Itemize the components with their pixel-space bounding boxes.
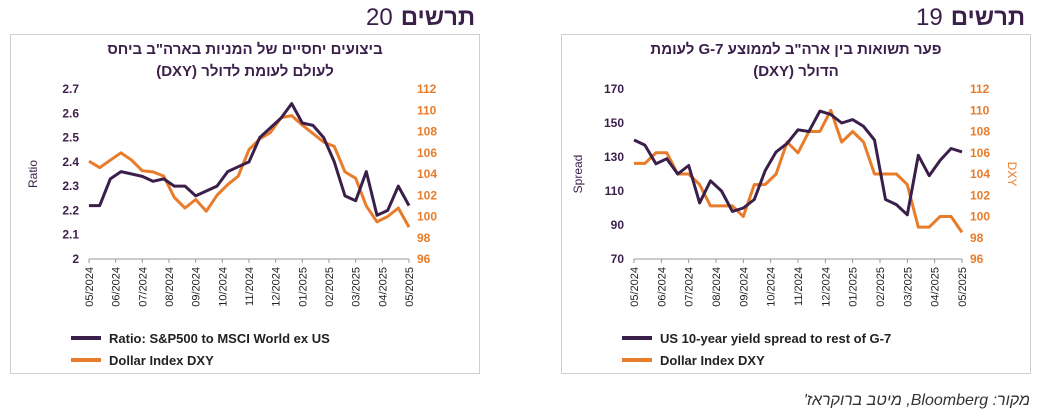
x-tick-label: 07/2024 (684, 267, 696, 307)
x-tick-label: 05/2024 (629, 267, 641, 307)
chart-title-line: לעולם לעומת לדולר (DXY) (156, 63, 334, 80)
left-tick-label: 2.1 (62, 228, 79, 242)
right-tick-label: 98 (970, 231, 984, 245)
chart-panel-ratio: ביצועים יחסיים של המניות בארה"ב ביחס לעו… (10, 34, 480, 374)
legend-item: Dollar Index DXY (622, 349, 891, 371)
spread-chart-svg: 70 90 110 130 150 170 96 98 100 102 104 106 108 110 11… (571, 82, 1019, 307)
x-tick-label: 12/2024 (271, 267, 283, 307)
right-tick-label: 96 (970, 252, 984, 266)
x-tick-label: 07/2024 (137, 267, 149, 307)
legend-label: US 10-year yield spread to rest of G-7 (660, 330, 892, 346)
chart-legend: US 10-year yield spread to rest of G-7 D… (622, 327, 891, 371)
left-tick-label: 2.2 (62, 203, 79, 217)
x-tick-label: 05/2025 (957, 267, 969, 307)
chart-legend: Ratio: S&P500 to MSCI World ex US Dollar… (71, 327, 330, 371)
chart-panel-spread: פער תשואות בין ארה"ב לממוצע G-7 לעומת הד… (561, 34, 1031, 374)
right-tick-label: 104 (970, 167, 990, 181)
x-tick-label: 06/2024 (656, 267, 668, 307)
left-axis-title: Spread (571, 155, 585, 194)
dxy-series-line (634, 108, 964, 234)
legend-label: Ratio: S&P500 to MSCI World ex US (109, 330, 330, 346)
right-tick-label: 112 (417, 82, 437, 96)
figure-19-header: תרשים 19 (916, 4, 1025, 32)
x-tick-label: 11/2024 (244, 267, 256, 306)
x-tick-label: 04/2025 (377, 267, 389, 307)
x-tick-label: 09/2024 (738, 267, 750, 307)
legend-swatch (71, 336, 101, 340)
legend-swatch (71, 358, 101, 362)
x-tick-label: 05/2025 (404, 267, 416, 307)
right-tick-label: 108 (417, 125, 437, 139)
left-tick-label: 2.3 (62, 179, 79, 193)
left-tick-label: 130 (604, 150, 624, 164)
right-tick-label: 100 (417, 210, 437, 224)
x-tick-label: 11/2024 (793, 267, 805, 306)
source-note: מקור: Bloomberg, מיטב ברוקראז' (803, 392, 1030, 409)
legend-item: Dollar Index DXY (71, 349, 330, 371)
legend-swatch (622, 358, 652, 362)
x-tick-label: 03/2025 (351, 267, 363, 307)
legend-swatch (622, 336, 652, 340)
figure-number: 20 (366, 4, 393, 31)
x-tick-label: 06/2024 (111, 267, 123, 307)
x-tick-label: 12/2024 (820, 267, 832, 307)
left-tick-label: 2.7 (62, 82, 79, 96)
x-tick-label: 08/2024 (711, 267, 723, 307)
legend-label: Dollar Index DXY (660, 352, 765, 368)
left-tick-label: 110 (605, 184, 625, 198)
left-axis-title: Ratio (26, 160, 40, 188)
x-tick-label: 01/2025 (848, 267, 860, 307)
right-tick-label: 98 (417, 231, 431, 245)
left-tick-label: 150 (604, 116, 624, 130)
left-tick-label: 170 (604, 82, 624, 96)
x-tick-label: 03/2025 (902, 267, 914, 307)
legend-item: Ratio: S&P500 to MSCI World ex US (71, 327, 330, 349)
primary-series-line (89, 102, 411, 217)
x-tick-label: 02/2025 (875, 267, 887, 307)
x-tick-label: 09/2024 (191, 267, 203, 307)
figure-20-header: תרשים 20 (366, 4, 475, 32)
right-tick-label: 100 (970, 210, 990, 224)
ratio-chart-svg: 2 2.1 2.2 2.3 2.4 2.5 2.6 2.7 96 98 100 102 104 106 10… (26, 82, 437, 307)
chart-title-line: פער תשואות בין ארה"ב לממוצע G-7 לעומת (650, 41, 942, 58)
chart-title: ביצועים יחסיים של המניות בארה"ב ביחס לעו… (11, 39, 479, 83)
x-tick-label: 01/2025 (297, 267, 309, 307)
left-tick-label: 70 (611, 252, 625, 266)
x-tick-label: 10/2024 (766, 267, 778, 307)
right-tick-label: 108 (970, 125, 990, 139)
left-tick-label: 90 (611, 218, 625, 232)
chart-title-line: הדולר (DXY) (753, 63, 839, 80)
figure-number: 19 (916, 4, 943, 31)
right-tick-label: 102 (417, 188, 437, 202)
right-tick-label: 96 (417, 252, 431, 266)
left-tick-label: 2.6 (62, 106, 79, 120)
figure-word: תרשים (950, 4, 1026, 31)
right-tick-label: 104 (417, 167, 437, 181)
primary-series-line (633, 109, 963, 217)
right-tick-label: 106 (970, 146, 990, 160)
chart-title: פער תשואות בין ארה"ב לממוצע G-7 לעומת הד… (562, 39, 1030, 83)
x-tick-label: 10/2024 (217, 267, 229, 307)
x-tick-label: 05/2024 (84, 267, 96, 307)
x-tick-label: 04/2025 (930, 267, 942, 307)
x-tick-label: 02/2025 (324, 267, 336, 307)
right-tick-label: 102 (970, 188, 990, 202)
left-tick-label: 2.4 (62, 155, 79, 169)
x-tick-label: 08/2024 (164, 267, 176, 307)
right-tick-label: 110 (970, 103, 990, 117)
right-tick-label: 106 (417, 146, 437, 160)
right-axis-title: DXY (1005, 162, 1019, 187)
legend-item: US 10-year yield spread to rest of G-7 (622, 327, 891, 349)
right-tick-label: 110 (417, 103, 437, 117)
dxy-series-line (88, 114, 411, 228)
legend-label: Dollar Index DXY (109, 352, 214, 368)
left-tick-label: 2.5 (62, 131, 79, 145)
right-tick-label: 112 (970, 82, 990, 96)
figure-word: תרשים (400, 4, 476, 31)
chart-title-line: ביצועים יחסיים של המניות בארה"ב ביחס (107, 41, 383, 58)
left-tick-label: 2 (72, 252, 79, 266)
